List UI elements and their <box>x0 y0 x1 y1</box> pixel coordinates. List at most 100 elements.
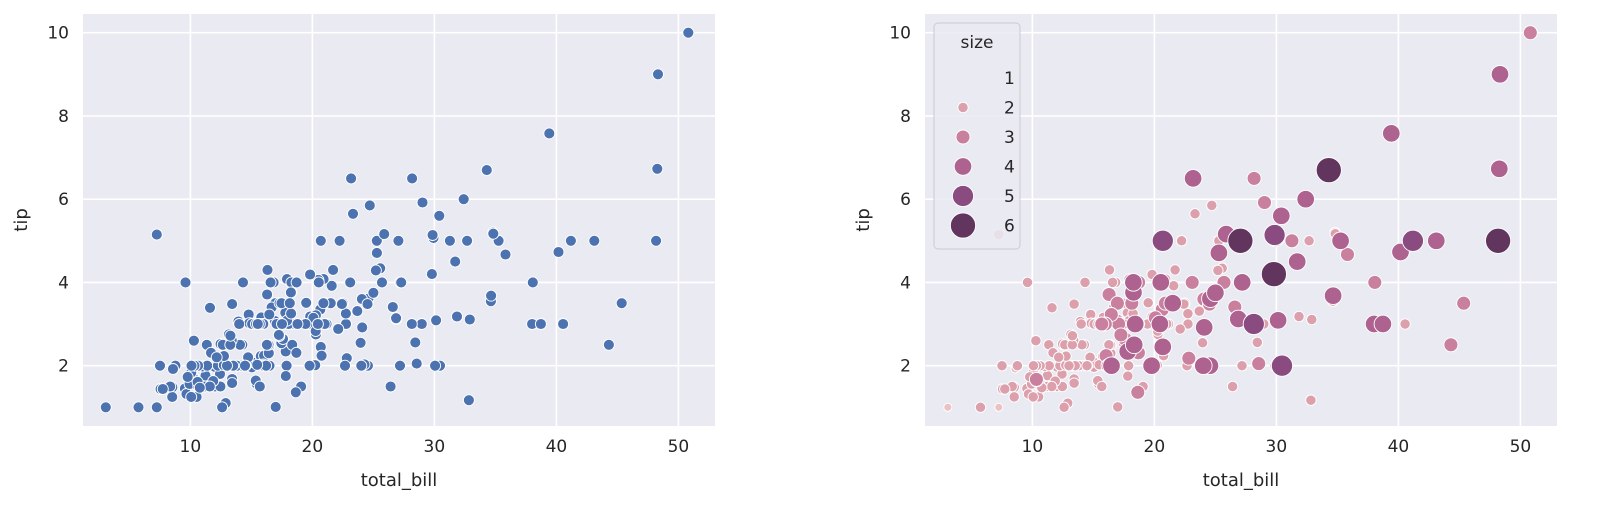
data-point <box>317 297 330 310</box>
data-point <box>1151 273 1171 292</box>
data-point <box>1182 307 1194 320</box>
y-tick-label: 10 <box>889 24 911 44</box>
data-point <box>409 336 422 349</box>
data-point <box>261 263 274 276</box>
data-point <box>224 329 237 342</box>
data-point <box>1151 229 1174 252</box>
data-point <box>443 234 456 247</box>
data-point <box>1183 169 1203 188</box>
data-point <box>615 297 628 310</box>
data-point <box>1153 337 1173 357</box>
data-point <box>1263 223 1286 247</box>
data-point <box>1305 394 1317 406</box>
plot-area <box>83 14 715 426</box>
x-tick-label: 10 <box>180 437 202 457</box>
x-tick-label: 30 <box>1266 437 1288 457</box>
data-point <box>167 363 179 375</box>
data-point <box>1236 360 1248 372</box>
data-point <box>279 370 292 383</box>
data-point <box>253 380 266 393</box>
data-point <box>1246 170 1262 186</box>
data-point <box>210 351 223 364</box>
data-point <box>226 298 239 311</box>
data-point <box>1142 356 1161 375</box>
data-point <box>1106 276 1119 289</box>
data-point <box>1030 335 1042 347</box>
data-point <box>1142 297 1154 309</box>
data-point <box>1456 295 1472 311</box>
x-tick-label: 40 <box>546 437 568 457</box>
data-point <box>415 318 428 330</box>
data-point <box>335 298 348 311</box>
data-point <box>187 334 200 347</box>
data-point <box>1373 314 1393 334</box>
data-point <box>534 318 547 330</box>
data-point <box>370 246 383 259</box>
data-point <box>1272 206 1291 226</box>
data-point <box>166 390 179 403</box>
data-point <box>1323 286 1343 305</box>
x-tick-label: 20 <box>302 437 324 457</box>
y-axis-label: tip <box>853 208 874 231</box>
data-point <box>406 172 419 185</box>
data-point <box>204 301 216 314</box>
data-point <box>150 401 163 414</box>
data-point <box>156 383 169 395</box>
data-point <box>1303 235 1315 247</box>
data-point <box>430 314 443 327</box>
data-point <box>185 359 198 372</box>
data-point <box>289 386 302 399</box>
x-tick-label: 30 <box>424 437 446 457</box>
data-point <box>425 268 438 281</box>
data-point <box>251 358 264 371</box>
data-point <box>291 318 304 330</box>
data-point <box>1206 199 1218 212</box>
data-point <box>264 276 277 289</box>
data-point <box>1293 310 1305 323</box>
data-point <box>463 313 476 326</box>
data-point <box>1181 350 1197 366</box>
y-tick-label: 6 <box>900 190 911 210</box>
data-point <box>405 318 418 330</box>
data-point <box>1122 360 1135 372</box>
data-point <box>150 228 163 241</box>
data-point <box>263 308 276 321</box>
data-point <box>347 207 359 220</box>
data-point <box>345 172 358 185</box>
data-point <box>1232 273 1252 292</box>
plot-area <box>925 14 1557 426</box>
data-point <box>361 298 374 311</box>
data-point <box>652 68 664 81</box>
data-point <box>1331 231 1350 251</box>
data-point <box>1306 313 1318 326</box>
chart-panel-2: 10 20 30 40 50 2 4 6 8 10 total_bill tip size 1 2 3 4 5 6 <box>853 14 1557 491</box>
data-point <box>1490 159 1509 179</box>
data-point <box>543 127 556 140</box>
x-tick-label: 50 <box>668 437 690 457</box>
data-point <box>1008 391 1020 403</box>
points-group <box>943 25 1538 413</box>
data-point <box>1284 233 1300 249</box>
data-point <box>526 276 539 289</box>
data-point <box>1490 65 1510 84</box>
legend-marker <box>949 212 977 239</box>
data-point <box>943 402 953 412</box>
legend-marker <box>955 129 971 145</box>
data-point <box>239 359 251 372</box>
data-point <box>367 286 380 299</box>
data-point <box>651 162 664 175</box>
data-point <box>1102 356 1121 375</box>
data-point <box>392 234 405 247</box>
y-tick-label: 2 <box>900 357 911 377</box>
data-point <box>480 164 493 177</box>
data-point <box>1021 276 1034 289</box>
data-point <box>1251 336 1263 349</box>
data-point <box>485 289 498 302</box>
data-point <box>272 328 285 341</box>
data-point <box>1125 314 1145 334</box>
data-point <box>290 346 303 359</box>
data-point <box>344 276 357 289</box>
data-point <box>1075 318 1087 330</box>
data-point <box>99 401 112 414</box>
